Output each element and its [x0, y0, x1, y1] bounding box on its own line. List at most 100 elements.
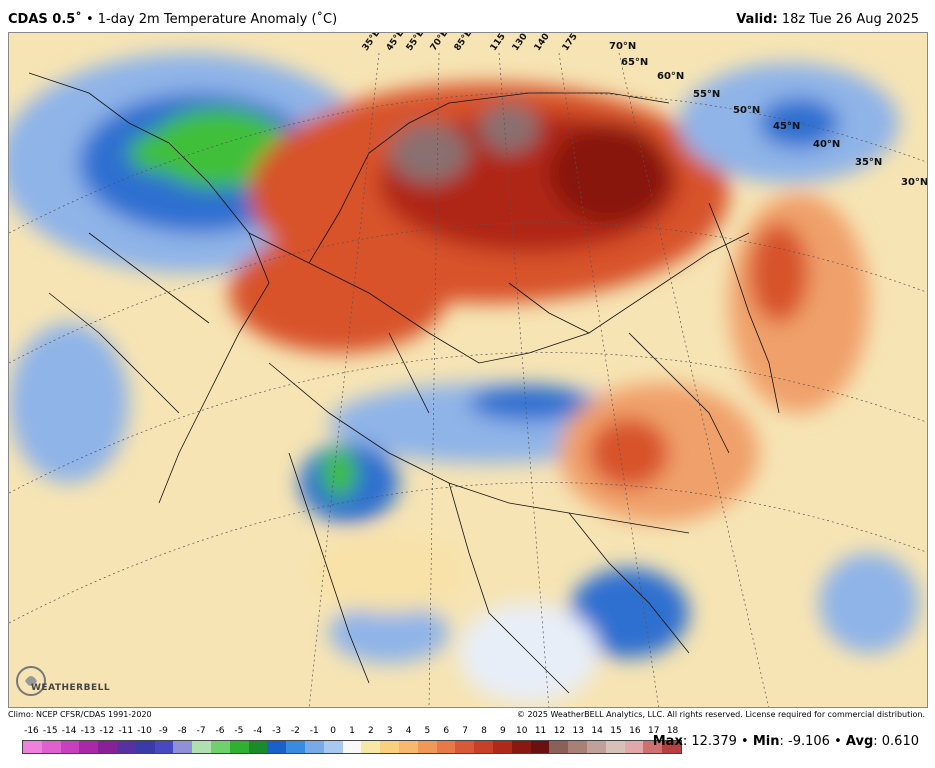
- colorbar-label: 14: [591, 726, 603, 736]
- weatherbell-logo-icon: [16, 666, 47, 696]
- colorbar-swatch: [549, 741, 569, 753]
- colorbar-swatch: [361, 741, 381, 753]
- valid-label: Valid:: [736, 12, 778, 27]
- colorbar-label: -10: [137, 726, 152, 736]
- colorbar-label: -2: [290, 726, 300, 736]
- colorbar-label: -1: [309, 726, 319, 736]
- min-label: Min: [752, 734, 780, 749]
- colorbar-label: 18: [666, 726, 679, 736]
- lat-label-35: 35°N: [855, 157, 883, 168]
- colorbar-label: 8: [481, 726, 487, 736]
- colorbar-label: 0: [330, 726, 337, 736]
- avg-value: 0.610: [881, 734, 919, 749]
- colorbar-swatch: [116, 741, 136, 753]
- stats-summary: Max: 12.379 • Min: -9.106 • Avg: 0.610: [652, 734, 919, 749]
- graticule: [9, 52, 927, 707]
- colorbar-label: 7: [462, 726, 469, 736]
- map-canvas: [9, 33, 927, 707]
- colorbar-swatch: [229, 741, 249, 753]
- colorbar-label: 9: [499, 726, 506, 736]
- colorbar-swatch: [662, 741, 681, 753]
- colorbar-swatch: [210, 741, 230, 753]
- colorbar-swatch: [643, 741, 663, 753]
- colorbar-swatch: [417, 741, 437, 753]
- stats-bullet-2: •: [834, 734, 842, 749]
- lat-label-45: 45°N: [773, 121, 801, 132]
- colorbar-label: -4: [253, 726, 263, 736]
- colorbar-label: 17: [647, 726, 660, 736]
- colorbar-swatch: [248, 741, 268, 753]
- lat-label-55: 55°N: [693, 89, 721, 100]
- colorbar-swatch: [192, 741, 211, 753]
- colorbar-swatch: [474, 741, 493, 753]
- colorbar-swatch: [398, 741, 418, 753]
- colorbar-label: 1: [349, 726, 355, 736]
- colorbar-swatch: [98, 741, 117, 753]
- colorbar-label: -13: [80, 726, 96, 736]
- colorbar-label: -12: [99, 726, 115, 736]
- colorbar-label: 13: [572, 726, 585, 736]
- climo-note: Climo: NCEP CFSR/CDAS 1991-2020: [8, 710, 152, 719]
- footer-row: Climo: NCEP CFSR/CDAS 1991-2020 © 2025 W…: [0, 710, 935, 724]
- colorbar-swatch: [568, 741, 587, 753]
- colorbar-swatch: [267, 741, 287, 753]
- colorbar-label: 15: [610, 726, 622, 736]
- colorbar-label: -11: [118, 726, 134, 736]
- colorbar-label: 2: [367, 726, 374, 736]
- colorbar-label: 6: [443, 726, 450, 736]
- map-title: CDAS 0.5˚ • 1-day 2m Temperature Anomaly…: [8, 12, 337, 27]
- colorbar-label: 12: [553, 726, 566, 736]
- anomaly-map: 70°N 65°N 60°N 55°N 50°N 45°N 40°N 35°N …: [8, 32, 928, 708]
- valid-value: 18z Tue 26 Aug 2025: [781, 12, 919, 27]
- country-borders: [28, 72, 780, 694]
- colorbar-labels: -16 -15 -14 -13 -12 -11 -10 -9 -8 -7 -6 -5 -4 -3 -2 -1 0…: [22, 726, 682, 738]
- colorbar-swatch: [492, 741, 512, 753]
- colorbar-swatch: [135, 741, 155, 753]
- colorbar-legend: -16 -15 -14 -13 -12 -11 -10 -9 -8 -7 -6 -5 -4 -3 -2 -1 0…: [22, 724, 682, 764]
- colorbar-label: -7: [196, 726, 206, 736]
- colorbar-label: 10: [515, 726, 528, 736]
- colorbar-label: -8: [177, 726, 187, 736]
- title-separator: •: [85, 12, 94, 27]
- colorbar-swatch: [436, 741, 456, 753]
- avg-label: Avg: [845, 734, 874, 749]
- stats-bullet-1: •: [741, 734, 749, 749]
- colorbar-swatch: [530, 741, 550, 753]
- colorbar-label: 16: [629, 726, 641, 736]
- colorbar-label: -6: [215, 726, 225, 736]
- colorbar-swatch: [173, 741, 193, 753]
- colorbar-label: -15: [42, 726, 58, 736]
- colorbar-label: -9: [158, 726, 168, 736]
- colorbar-label: 5: [424, 726, 431, 736]
- colorbar-swatch: [605, 741, 625, 753]
- colorbar-swatch: [323, 741, 343, 753]
- colorbar-label: 11: [534, 726, 547, 736]
- lat-label-50: 50°N: [733, 105, 761, 116]
- colorbar-swatch: [624, 741, 644, 753]
- colorbar-swatch: [511, 741, 531, 753]
- colorbar-swatches: [22, 740, 682, 754]
- lat-label-70: 70°N: [609, 41, 637, 52]
- min-value: -9.106: [788, 734, 830, 749]
- colorbar-label: -16: [24, 726, 39, 736]
- lat-label-60: 60°N: [657, 71, 685, 82]
- logo-text: WEATHERBELL: [31, 683, 111, 693]
- valid-time: Valid: 18z Tue 26 Aug 2025: [736, 12, 919, 27]
- colorbar-swatch: [23, 741, 42, 753]
- colorbar-swatch: [286, 741, 305, 753]
- colorbar-label: 4: [405, 726, 412, 736]
- product-title: 1-day 2m Temperature Anomaly (˚C): [97, 12, 338, 27]
- colorbar-swatch: [342, 741, 362, 753]
- copyright-note: © 2025 WeatherBELL Analytics, LLC. All r…: [517, 710, 925, 719]
- colorbar-swatch: [586, 741, 606, 753]
- colorbar-swatch: [79, 741, 99, 753]
- lat-label-65: 65°N: [621, 57, 649, 68]
- colorbar-label: -5: [234, 726, 244, 736]
- product-name: CDAS 0.5˚: [8, 12, 82, 27]
- colorbar-swatch: [60, 741, 80, 753]
- colorbar-swatch: [380, 741, 399, 753]
- max-value: 12.379: [691, 734, 737, 749]
- colorbar-label: 3: [386, 726, 393, 736]
- header-bar: CDAS 0.5˚ • 1-day 2m Temperature Anomaly…: [0, 0, 935, 32]
- colorbar-label: -3: [272, 726, 282, 736]
